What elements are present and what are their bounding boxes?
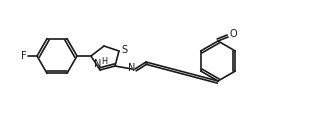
Text: N: N [94,59,102,69]
Text: S: S [121,45,127,55]
Text: N: N [128,63,136,73]
Text: F: F [21,51,27,61]
Text: O: O [229,29,237,39]
Text: H: H [101,57,107,67]
